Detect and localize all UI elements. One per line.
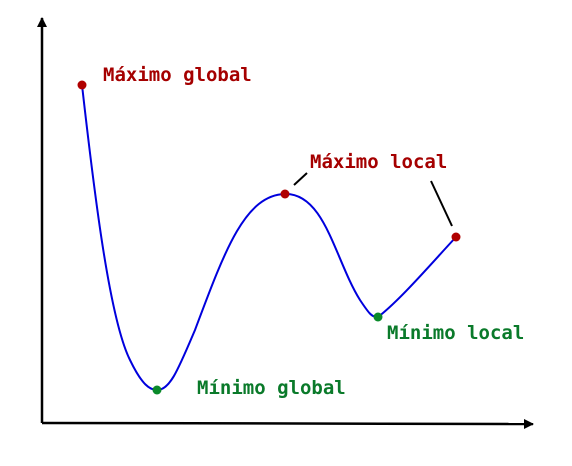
local-max-endpoint-leader-line [430, 180, 453, 227]
function-curve [81, 84, 457, 392]
global-min-point [152, 385, 162, 395]
global-max-label: Máximo global [103, 64, 252, 86]
global-max-point [77, 80, 87, 90]
local-max-label: Máximo local [310, 151, 447, 173]
local-min-label: Mínimo local [387, 322, 524, 344]
local-min-point [373, 312, 383, 322]
local-max-leader-line [293, 172, 308, 186]
x-axis [41, 418, 534, 429]
global-min-label: Mínimo global [197, 377, 346, 399]
local-max-point [280, 189, 290, 199]
endpoint-max-point [451, 232, 461, 242]
